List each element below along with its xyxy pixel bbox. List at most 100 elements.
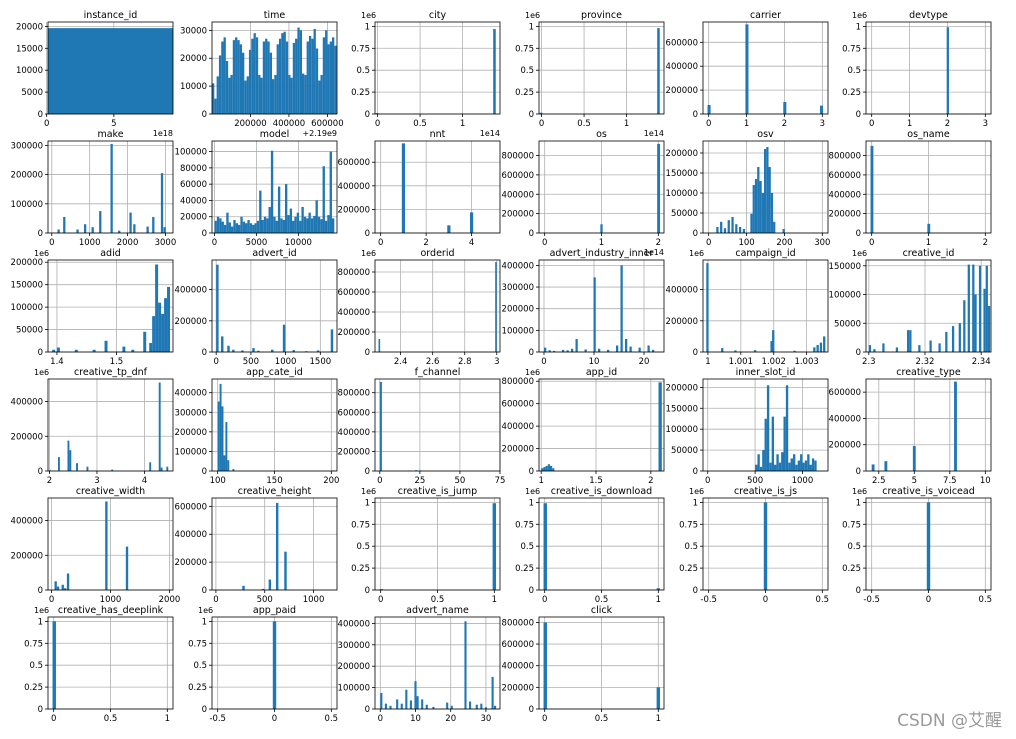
histogram-bar [223,224,227,233]
y-tick-label: 0.5 [847,66,861,76]
histogram-bar [257,350,260,352]
x-tick-label: 2.6 [426,357,440,367]
histogram-bar [301,206,304,233]
y-tick-label: 0 [365,705,370,715]
histogram-bar [228,222,231,233]
histogram-bar [219,218,222,233]
x-tick-label: 0 [213,595,218,605]
x-tick-label: 7.5 [943,476,957,486]
histogram-panel-advert_name: 0 10 20 30 0 100000 200000 300000 400000 advert_n… [338,605,501,724]
histogram-bar [287,215,290,233]
histogram-bar [754,179,758,233]
histogram-bar [755,464,758,471]
x-tick-label: 1.001 [729,357,753,367]
y-tick-label: 0.5 [520,66,534,76]
histogram-bar [656,588,661,590]
histogram-bar [63,588,67,590]
x-tick-label: 2 [423,238,428,248]
x-tick-label: 2.32 [916,357,935,367]
x-tick-label: 0 [706,119,711,129]
panel-title: creative_height [238,486,312,497]
x-tick-label: 0 [213,357,218,367]
histogram-bar [270,150,274,233]
axes-frame [702,378,829,472]
panel-title: province [581,10,622,21]
x-tick-label: 2.34 [972,357,991,367]
y-tick-label: 200000 [175,428,207,438]
histogram-bar [241,350,244,352]
histogram-bar [56,347,60,352]
axes-frame [374,378,501,472]
histogram-bar [131,349,135,352]
y-tick-label: 600000 [502,640,534,650]
histogram-bar [216,264,219,352]
y-tick-label: 0 [529,229,534,239]
histogram-bar [464,621,467,709]
histogram-bar [161,313,165,352]
y-tick-label: 0 [856,586,861,596]
histogram-bar [212,83,215,114]
axes-frame [374,616,501,710]
histogram-bar [470,212,474,233]
axes-frame [374,21,501,115]
panel-title: creative_tp_dnf [74,367,148,378]
x-axis-offset-label: 1e14 [644,129,664,138]
histogram-bar [778,462,782,471]
histogram-bar [69,450,72,471]
histogram-bar [56,586,60,590]
histogram-bar [125,546,129,590]
histogram-panel-instance_id: 0 5 0 5000 10000 15000 20000 instance_id 1e18 [16,10,174,138]
histogram-bar [327,44,330,114]
y-tick-label: 0 [856,110,861,120]
histogram-panel-carrier: 0 1 2 3 0 200000 400000 600000 carrier [666,10,829,129]
axes-frame [538,259,665,353]
y-tick-label: 30000 [180,26,207,36]
histogram-bar [800,454,803,471]
x-tick-label: -0.5 [209,714,226,724]
histogram-bar [277,186,281,233]
histogram-bar [750,213,753,233]
y-axis-scale-label: 1e6 [689,487,704,496]
y-tick-label: 200000 [11,258,43,268]
histogram-bar [221,336,224,352]
histogram-bar [230,226,234,233]
histogram-bar [240,216,243,233]
y-axis-scale-label: 1e6 [34,606,49,615]
panel-title: app_paid [253,605,296,616]
histogram-bar [235,223,239,233]
y-tick-label: 600000 [338,408,370,418]
y-tick-label: 0.5 [29,661,43,671]
histogram-panel-app_cate_id: 100 150 200 0 100000 200000 300000 400000 app_ca… [175,367,340,486]
histogram-bar [294,216,297,233]
histogram-bar [299,30,302,115]
y-tick-label: 0 [529,705,534,715]
y-tick-label: 400000 [175,530,207,540]
y-tick-label: 100000 [11,303,43,313]
y-tick-label: 400000 [338,182,370,192]
histogram-bar [214,98,217,114]
histogram-bar [164,298,168,352]
histogram-panel-creative_type: 2.5 5 7.5 10 0 200000 400000 600000 creative_typ… [829,367,992,486]
histogram-bar [629,346,632,352]
y-tick-label: 200000 [502,210,534,220]
histogram-bar [384,703,387,709]
panel-title: creative_width [76,486,145,497]
y-tick-label: 5000 [21,88,43,98]
y-tick-label: 0.25 [679,564,698,574]
histogram-bar [269,52,272,114]
x-tick-label: 5 [912,476,917,486]
y-tick-label: 50000 [671,209,698,219]
histogram-bar [912,446,916,471]
histogram-bar [873,349,876,352]
histogram-bar [221,406,224,471]
y-tick-label: 400000 [666,286,698,296]
y-tick-label: 200000 [829,210,861,220]
y-tick-label: 200000 [175,317,207,327]
histogram-panel-adid: 1.4 1.5 0 50000 100000 150000 200000 adid 1e6 [11,248,174,367]
histogram-bar [766,385,770,471]
histogram-bar [541,468,544,471]
axes-frame [374,259,501,353]
histogram-bar [543,467,546,471]
histogram-bar [242,221,246,233]
